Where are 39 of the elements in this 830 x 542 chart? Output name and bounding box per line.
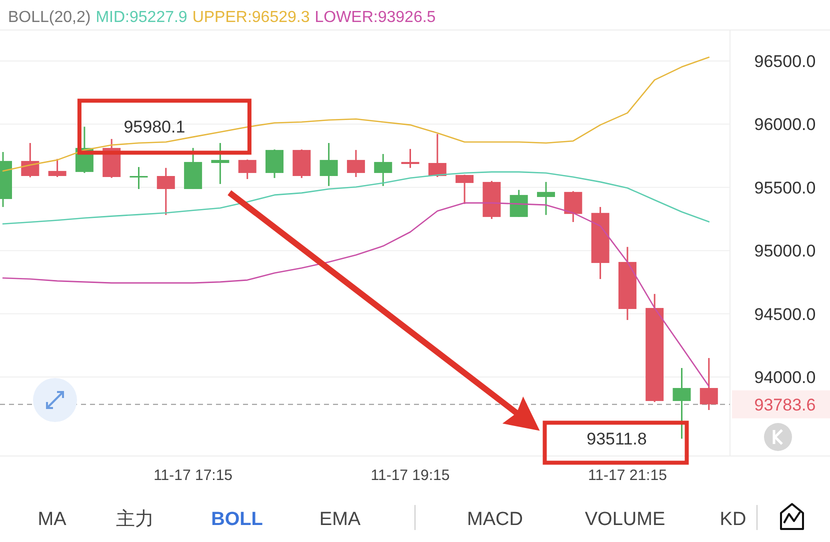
candlestick (700, 357, 718, 411)
x-tick-label: 11-17 19:15 (370, 467, 450, 484)
text: BOLL (211, 509, 264, 530)
candlestick (401, 148, 420, 169)
candlestick (672, 367, 691, 440)
candlestick (130, 166, 148, 190)
ref-line-label: 93783.6 (754, 395, 816, 414)
text: MACD (467, 509, 523, 530)
candlestick (456, 174, 474, 205)
text: KD (720, 509, 746, 530)
text: VOLUME (584, 509, 666, 530)
text: MA (38, 509, 67, 530)
y-tick-label: 94000.0 (754, 368, 816, 387)
annotation: 93511.8 (586, 430, 647, 449)
candlestick (428, 133, 446, 178)
y-tick-label: 96500.0 (754, 52, 816, 71)
y-tick-label: 96000.0 (754, 115, 816, 134)
chart-title: BOLL(20,2) (8, 9, 91, 26)
candlestick (374, 153, 392, 187)
y-tick-label: 94500.0 (754, 304, 816, 324)
candlestick (238, 158, 256, 180)
candlestick (21, 142, 40, 178)
candlestick (320, 142, 338, 187)
y-tick-label: 95000.0 (754, 242, 816, 261)
text: EMA (319, 509, 361, 530)
candlestick (346, 149, 365, 178)
text: 主力 (116, 508, 154, 530)
x-tick-label: 11-17 21:15 (588, 467, 667, 484)
candlestick (266, 148, 284, 179)
y-tick-label: 95500.0 (754, 178, 816, 198)
candlestick (211, 142, 230, 185)
candlestick (156, 167, 175, 216)
annotation: 95980.1 (124, 118, 186, 137)
candlestick (48, 158, 66, 178)
candlestick (537, 181, 555, 216)
candlestick (510, 189, 528, 218)
x-tick-label: 11-17 17:15 (154, 467, 233, 484)
legend: MID:95227.9 UPPER:96529.3 LOWER:93926.5 (96, 9, 436, 26)
candlestick (564, 190, 582, 223)
